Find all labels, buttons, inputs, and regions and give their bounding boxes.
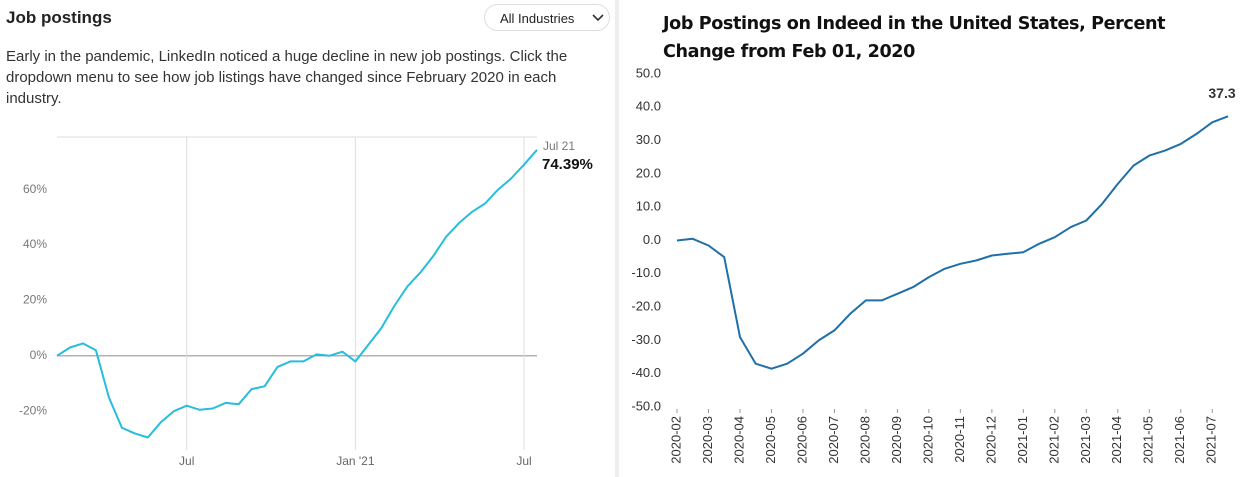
- industry-dropdown[interactable]: All Industries: [484, 4, 610, 31]
- description: Early in the pandemic, LinkedIn noticed …: [6, 48, 568, 107]
- y-tick-label: 50.0: [636, 65, 661, 80]
- y-tick-label: 60%: [23, 182, 47, 196]
- x-tick-label: 2020-04: [731, 416, 746, 464]
- panel-divider: [615, 0, 619, 477]
- y-tick-label: -50.0: [631, 398, 661, 413]
- y-tick-label: -30.0: [631, 332, 661, 347]
- y-tick-label: 0%: [30, 348, 48, 362]
- y-tick-label: -40.0: [631, 365, 661, 380]
- panel-title: Job postings: [6, 8, 112, 27]
- value-label: 37.3: [1208, 85, 1235, 101]
- dropdown-label: All Industries: [500, 11, 575, 26]
- data-line: [676, 115, 1229, 370]
- y-tick-label: 10.0: [636, 199, 661, 214]
- x-tick-label: 2021-04: [1109, 416, 1124, 464]
- y-tick-label: 40.0: [636, 99, 661, 114]
- y-tick-label: 30.0: [636, 132, 661, 147]
- chevron: [592, 14, 604, 22]
- y-tick-label: -20.0: [631, 299, 661, 314]
- x-tick-label: 2020-05: [763, 416, 778, 464]
- value-label: 74.39%: [542, 156, 593, 173]
- x-tick-label: 2021-06: [1172, 416, 1187, 464]
- x-tick-label: 2021-07: [1204, 416, 1219, 464]
- x-tick-label: 2021-02: [1046, 416, 1061, 464]
- x-tick-label: 2020-02: [668, 416, 683, 464]
- x-tick-label: 2020-09: [889, 416, 904, 464]
- x-tick-label: 2021-01: [1015, 416, 1030, 464]
- x-tick-label: Jul: [179, 454, 194, 468]
- y-tick-label: 40%: [23, 237, 47, 251]
- x-tick-label: 2021-03: [1078, 416, 1093, 464]
- y-tick-label: 20.0: [636, 165, 661, 180]
- data-line: [56, 149, 538, 439]
- y-tick-label: -10.0: [631, 265, 661, 280]
- x-tick-label: 2020-06: [794, 416, 809, 464]
- x-tick-label: 2020-10: [920, 416, 935, 464]
- y-tick-label: 0.0: [643, 232, 661, 247]
- x-tick-label: 2020-07: [826, 416, 841, 464]
- x-tick-label: 2020-08: [857, 416, 872, 464]
- y-tick-label: 20%: [23, 293, 47, 307]
- x-tick-label: 2021-05: [1141, 416, 1156, 464]
- end-date-label: Jul 21: [543, 139, 575, 153]
- x-tick-label: 2020-12: [983, 416, 998, 464]
- x-tick-label: Jul: [516, 454, 531, 468]
- x-tick-label: 2020-03: [700, 416, 715, 464]
- x-tick-label: Jan '21: [336, 454, 375, 468]
- y-tick-label: -20%: [19, 403, 47, 417]
- x-tick-label: 2020-11: [952, 416, 967, 463]
- chart-title: Job Postings on Indeed in the United Sta…: [663, 14, 1166, 62]
